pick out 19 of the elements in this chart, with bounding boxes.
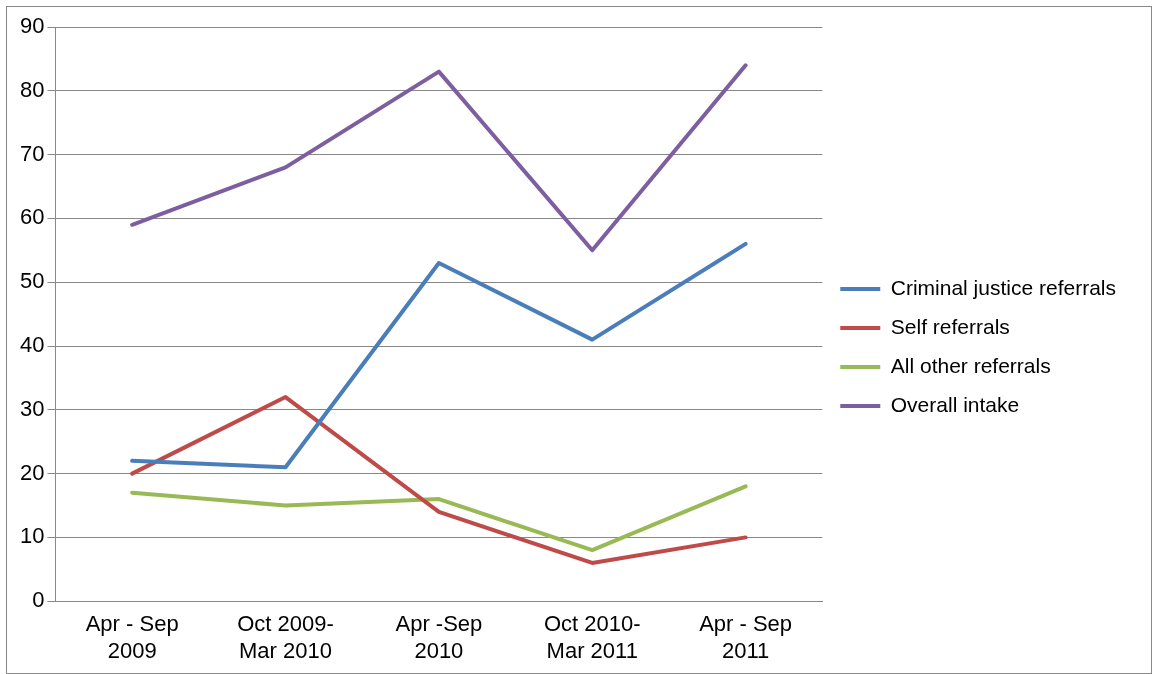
legend-label: Criminal justice referrals <box>890 275 1116 299</box>
x-tick-label: Apr - Sep 2011 <box>699 611 793 663</box>
x-tick-label: Oct 2009-Mar 2010 <box>237 611 334 663</box>
y-tick-label: 10 <box>19 523 45 549</box>
x-tick-label: Oct 2010-Mar 2011 <box>543 611 641 663</box>
y-tick-label: 0 <box>32 587 45 613</box>
y-tick-label: 80 <box>19 76 45 102</box>
y-tick-label: 90 <box>19 13 45 39</box>
legend-label: All other referrals <box>890 353 1051 377</box>
legend-label: Overall intake <box>890 392 1020 416</box>
y-tick-label: 60 <box>19 204 45 230</box>
y-tick-label: 50 <box>19 268 45 294</box>
legend-label: Self referrals <box>890 314 1010 338</box>
x-tick-label: Apr - Sep 2009 <box>85 611 179 663</box>
y-tick-label: 30 <box>19 395 45 421</box>
y-tick-label: 40 <box>19 332 45 358</box>
y-tick-label: 70 <box>19 140 45 166</box>
y-tick-label: 20 <box>19 459 45 485</box>
x-tick-label: Apr -Sep 2010 <box>395 611 483 663</box>
